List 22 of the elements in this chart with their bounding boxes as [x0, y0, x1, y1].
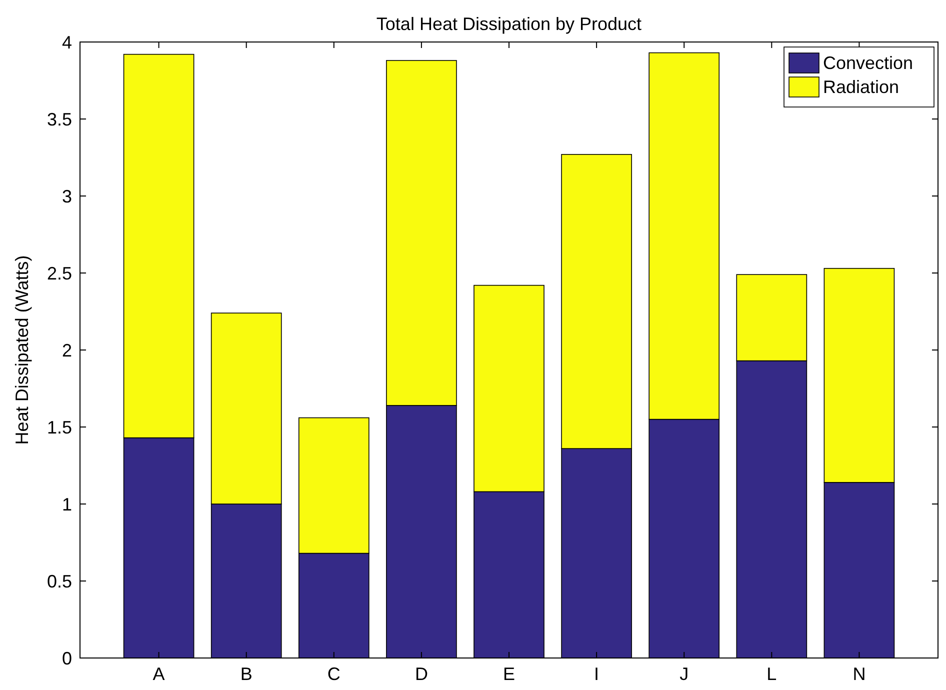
x-tick-label: E [502, 664, 516, 684]
x-tick-label: C [327, 664, 340, 684]
y-tick-label: 3.5 [46, 109, 72, 130]
y-tick-label: 0 [62, 648, 72, 668]
x-tick-label: I [594, 664, 600, 684]
y-tick-label: 4 [62, 32, 72, 52]
y-tick-label: 1 [62, 494, 72, 514]
x-tick-label: J [680, 664, 689, 684]
chart-title: Total Heat Dissipation by Product [376, 14, 642, 34]
x-tick-label: N [852, 664, 866, 684]
y-tick-label: 1.5 [46, 417, 72, 438]
legend-label: Convection [823, 53, 914, 73]
x-tick-label: L [766, 664, 777, 684]
y-tick-label: 3 [62, 186, 72, 206]
y-tick-label: 0.5 [46, 571, 72, 592]
legend-label: Radiation [823, 77, 900, 97]
y-tick-label: 2 [62, 340, 72, 360]
y-axis-title: Heat Dissipated (Watts) [12, 255, 32, 445]
y-tick-label: 2.5 [46, 263, 72, 284]
x-tick-label: A [152, 664, 165, 684]
x-tick-label: B [240, 664, 252, 684]
x-tick-label: D [414, 664, 428, 684]
